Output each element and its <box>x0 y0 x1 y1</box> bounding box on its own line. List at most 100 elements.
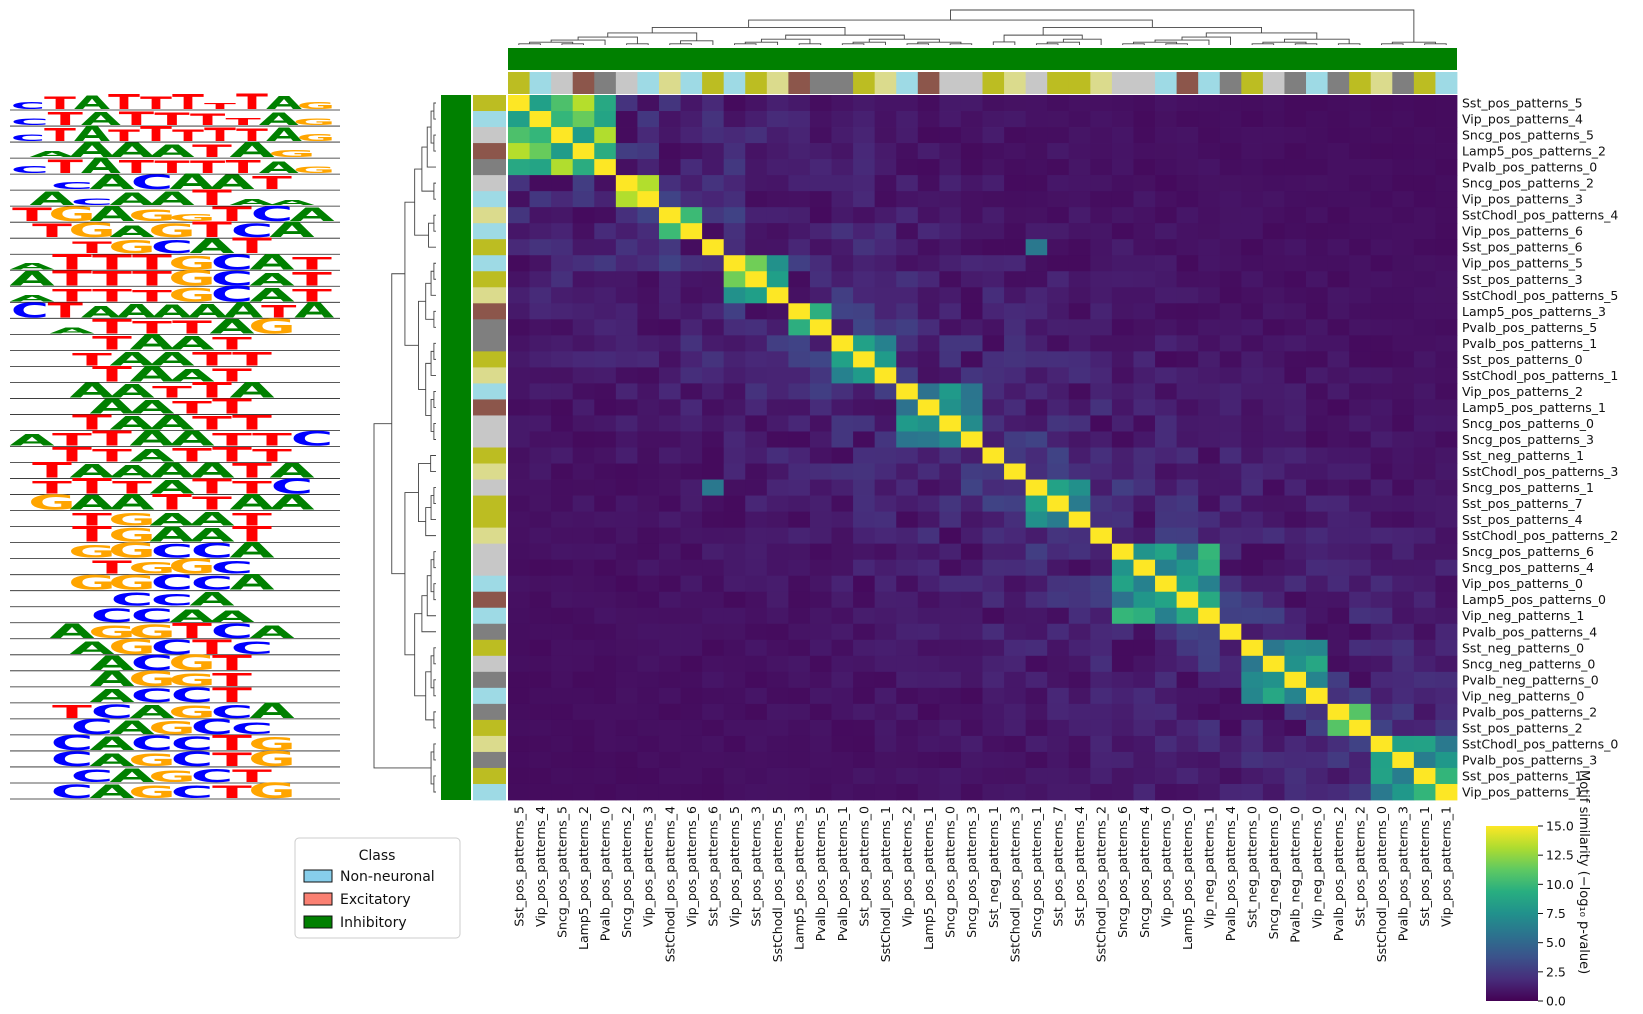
motif-logo-letter: A <box>209 171 255 194</box>
heatmap-cell <box>960 543 983 561</box>
heatmap-cell <box>917 239 940 256</box>
heatmap-cell <box>939 271 962 288</box>
heatmap-cell <box>637 767 660 785</box>
heatmap-cell <box>1176 95 1199 112</box>
heatmap-cell <box>1133 671 1156 689</box>
heatmap-cell <box>1133 143 1156 160</box>
heatmap-cell <box>960 655 983 673</box>
column-dendrogram-link <box>1284 38 1350 44</box>
heatmap-cell <box>1413 575 1436 593</box>
motif-logo-letter: G <box>128 782 176 802</box>
heatmap-cell <box>960 207 983 224</box>
heatmap-cell <box>853 511 876 529</box>
row-label: Sst_pos_patterns_1 <box>1462 768 1583 783</box>
heatmap-cell <box>1047 495 1070 512</box>
heatmap-cell <box>1068 159 1091 176</box>
heatmap-cell <box>1155 511 1178 529</box>
motif-logo-letter: T <box>252 173 293 193</box>
heatmap-cell <box>1413 639 1436 657</box>
heatmap-cell <box>1111 143 1134 160</box>
row-label: Sst_pos_patterns_6 <box>1462 240 1583 255</box>
heatmap-cell <box>853 159 876 176</box>
column-label: SstChodl_pos_patterns_4 <box>662 806 677 962</box>
motif-logo-letter: T <box>212 685 252 707</box>
heatmap-cell <box>1219 767 1242 785</box>
heatmap-cell <box>508 703 530 721</box>
heatmap-cell <box>1068 175 1091 192</box>
heatmap-cell <box>551 207 574 224</box>
heatmap-cell <box>1155 207 1178 224</box>
column-subclass-cell <box>1435 72 1458 94</box>
heatmap-cell <box>702 431 725 448</box>
heatmap-cell <box>766 271 789 288</box>
heatmap-cell <box>529 191 552 208</box>
column-label: Sncg_pos_patterns_3 <box>964 806 979 938</box>
heatmap-cell <box>1068 463 1091 480</box>
heatmap-cell <box>1176 543 1199 561</box>
motif-logo-letter: T <box>72 510 112 530</box>
heatmap-cell <box>1370 767 1393 785</box>
heatmap-cell <box>853 479 876 496</box>
heatmap-cell <box>508 783 530 801</box>
heatmap-cell <box>766 735 789 753</box>
heatmap-cell <box>853 767 876 785</box>
row-dendrogram-link <box>404 201 419 346</box>
row-subclass-cell <box>473 159 506 176</box>
heatmap-cell <box>1176 495 1199 512</box>
heatmap-cell <box>529 255 552 272</box>
row-label: Sncg_pos_patterns_2 <box>1462 176 1594 191</box>
heatmap-cell <box>594 319 617 336</box>
heatmap-cell <box>723 191 746 208</box>
heatmap-cell <box>1349 399 1372 416</box>
heatmap-cell <box>896 431 919 448</box>
heatmap-cell <box>680 607 703 625</box>
heatmap-cell <box>1370 559 1393 577</box>
heatmap-cell <box>1090 191 1113 208</box>
row-dendrogram-link <box>430 655 434 689</box>
heatmap-cell <box>1370 415 1393 432</box>
motif-logo-letter: A <box>9 293 54 303</box>
heatmap-cell <box>1155 607 1178 625</box>
heatmap-cell <box>1025 527 1048 545</box>
heatmap-cell <box>896 559 919 577</box>
heatmap-cell <box>1176 431 1199 448</box>
heatmap-cell <box>1090 719 1113 737</box>
column-label: Sst_pos_patterns_4 <box>1072 806 1087 927</box>
heatmap-cell <box>1025 735 1048 753</box>
heatmap-cell <box>680 271 703 288</box>
row-dendrogram-link <box>418 463 431 523</box>
motif-logo-letter: A <box>81 302 121 321</box>
row-dendrogram-link <box>433 182 436 200</box>
column-label: Sst_pos_patterns_2 <box>1352 806 1367 927</box>
motif-logo-letter: A <box>149 189 195 210</box>
heatmap-cell <box>1370 239 1393 256</box>
heatmap-cell <box>1219 495 1242 512</box>
heatmap-cell <box>853 239 876 256</box>
heatmap-cell <box>1198 319 1221 336</box>
colorbar-gradient <box>1486 826 1538 1001</box>
heatmap-cell <box>896 463 919 480</box>
heatmap-cell <box>551 447 574 464</box>
heatmap-cell <box>1111 591 1134 609</box>
motif-logo-letter: G <box>128 667 176 691</box>
heatmap-cell <box>1133 575 1156 593</box>
heatmap-cell <box>1155 495 1178 512</box>
heatmap-cell <box>702 703 725 721</box>
heatmap-cell <box>1176 447 1199 464</box>
heatmap-cell <box>551 255 574 272</box>
heatmap-cell <box>939 687 962 705</box>
heatmap-cell <box>551 623 574 641</box>
heatmap-cell <box>1090 415 1113 432</box>
heatmap-cell <box>982 223 1005 240</box>
heatmap-cell <box>529 735 552 753</box>
column-label: Sst_pos_patterns_3 <box>749 806 764 927</box>
motif-logo-letter: G <box>297 100 335 111</box>
heatmap-cell <box>853 335 876 352</box>
heatmap-cell <box>1241 575 1264 593</box>
heatmap-cell <box>723 239 746 256</box>
heatmap-cell <box>594 463 617 480</box>
heatmap-cell <box>766 511 789 529</box>
